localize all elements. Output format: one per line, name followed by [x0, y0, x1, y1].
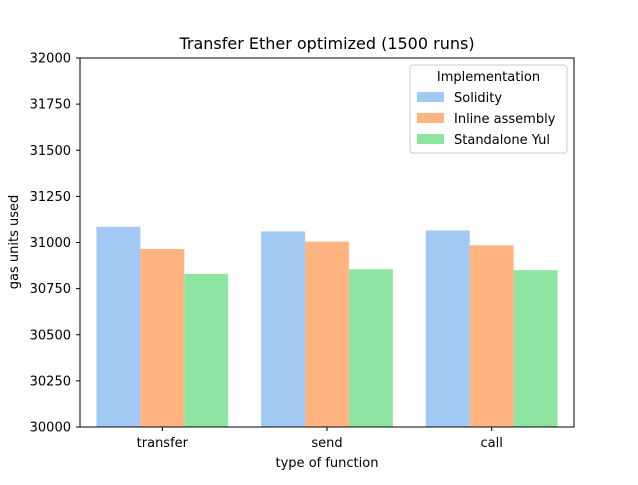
x-tick-label-send: send [311, 436, 342, 451]
y-tick-label: 31750 [30, 98, 71, 113]
axes-layer: 30000 30250 30500 30750 31000 31250 31500 31750… [30, 52, 575, 451]
bar-transfer-solidity [96, 226, 141, 427]
y-axis-label: gas units used [7, 195, 22, 289]
bar-call-solidity [425, 230, 470, 427]
bar-call-standalone-yul [513, 270, 558, 427]
bar-transfer-inline-assembly [140, 248, 185, 427]
legend-swatch [417, 134, 444, 144]
bar-send-solidity [261, 231, 306, 427]
y-tick-label: 32000 [30, 52, 71, 67]
legend: Implementation Solidity Inline assembly Sta… [409, 64, 568, 154]
legend-swatch [417, 113, 444, 123]
x-tick-label-transfer: transfer [137, 436, 189, 451]
bars-layer [96, 226, 558, 427]
y-tick-label: 30500 [30, 328, 71, 343]
y-tick-label: 30250 [30, 374, 71, 389]
legend-swatch [417, 92, 444, 102]
legend-label: Inline assembly [454, 112, 556, 127]
bar-send-standalone-yul [348, 269, 393, 427]
y-tick-label: 30750 [30, 282, 71, 297]
bar-call-inline-assembly [469, 245, 514, 427]
legend-label: Solidity [454, 91, 502, 106]
x-axis-label: type of function [276, 456, 379, 471]
y-tick-label: 31000 [30, 236, 71, 251]
bar-transfer-standalone-yul [184, 273, 229, 427]
y-tick-label: 31500 [30, 144, 71, 159]
y-tick-label: 30000 [30, 421, 71, 436]
legend-label: Standalone Yul [454, 133, 550, 148]
legend-box [409, 64, 568, 154]
bar-send-inline-assembly [305, 241, 349, 427]
x-tick-label-call: call [480, 436, 502, 451]
chart-title: Transfer Ether optimized (1500 runs) [178, 34, 474, 53]
y-tick-label: 31250 [30, 190, 71, 205]
legend-title: Implementation [437, 70, 540, 85]
